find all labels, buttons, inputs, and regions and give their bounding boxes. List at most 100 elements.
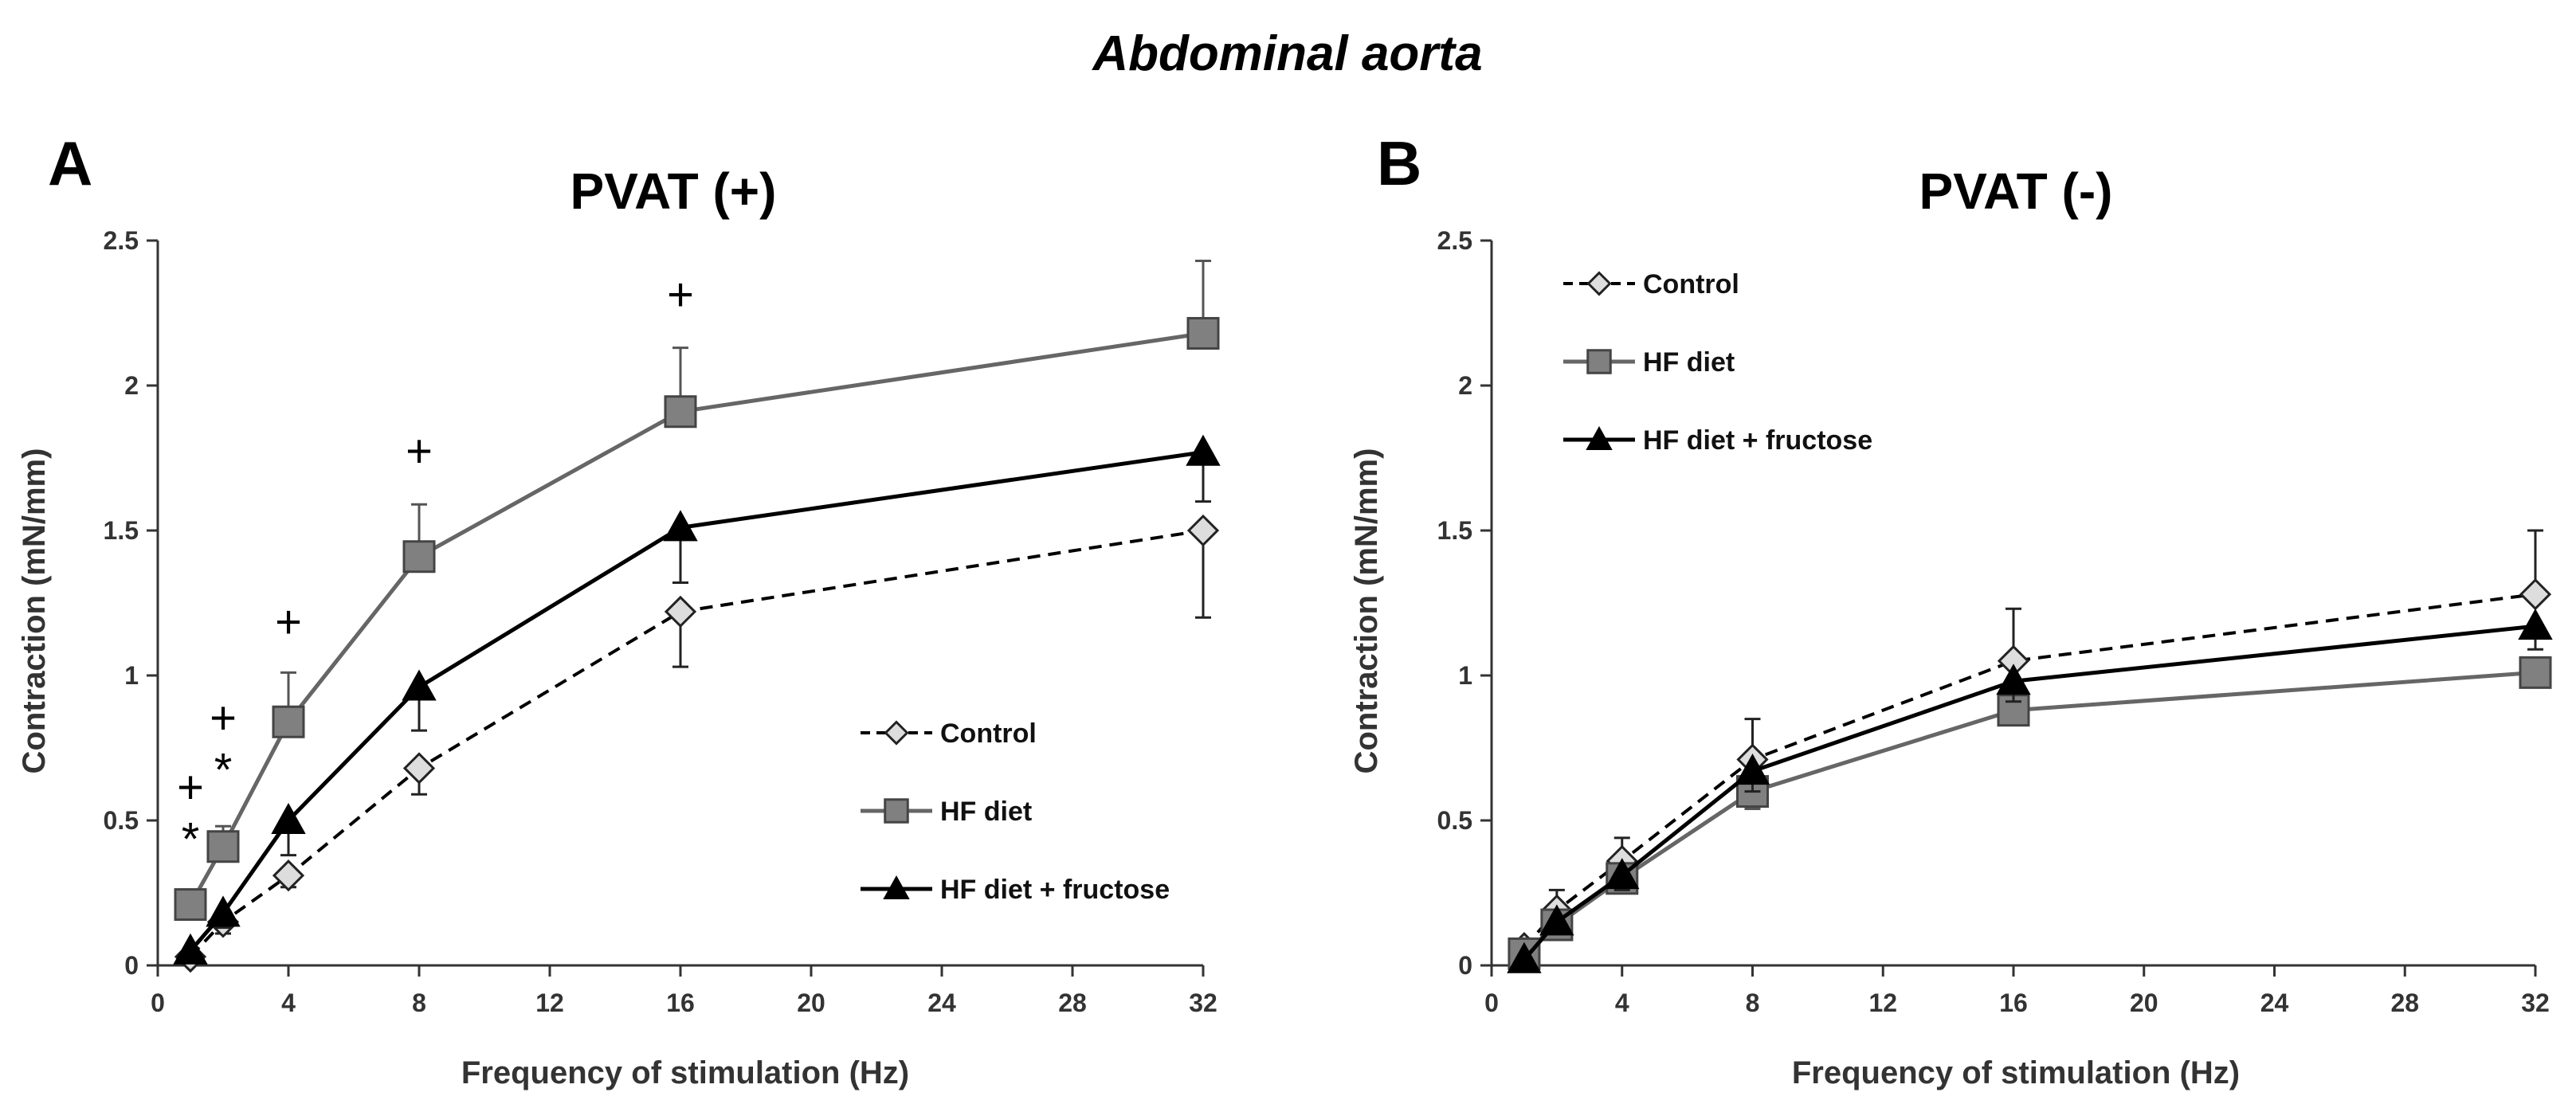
- data-point: [664, 395, 697, 429]
- x-tick-label: 8: [1746, 989, 1760, 1017]
- data-point: [206, 830, 240, 863]
- legend-label: HF diet + fructose: [940, 875, 1170, 905]
- panel-b: B PVAT (-) Frequency of stimulation (Hz)…: [1349, 128, 2553, 1090]
- data-point: [1996, 664, 2031, 695]
- x-tick-label: 12: [535, 989, 564, 1017]
- legend-marker: [1586, 349, 1612, 374]
- x-tick-label: 4: [281, 989, 296, 1017]
- legend-item: HF diet: [1563, 347, 1735, 378]
- legend-marker: [883, 875, 910, 899]
- data-point: [173, 933, 208, 965]
- legend-item: Control: [1563, 269, 1739, 299]
- y-tick-label: 2.5: [104, 226, 139, 255]
- panel-a-letter: A: [48, 128, 92, 198]
- series-line: [1523, 624, 2536, 961]
- x-tick-label: 24: [927, 989, 956, 1017]
- y-tick-label: 0.5: [1437, 806, 1472, 835]
- x-tick-label: 0: [1484, 989, 1499, 1017]
- panel-b-x-axis-label: Frequency of stimulation (Hz): [1792, 1055, 2240, 1090]
- x-tick-label: 8: [412, 989, 426, 1017]
- series-hf-diet-fructose: [1507, 609, 2553, 973]
- significance-plus: +: [406, 425, 433, 477]
- legend-marker: [1586, 425, 1613, 450]
- legend-label: HF diet: [1643, 347, 1735, 378]
- y-tick-label: 1: [1458, 661, 1472, 690]
- data-point: [663, 510, 698, 542]
- data-point: [1735, 754, 1770, 785]
- y-tick-label: 1.5: [104, 516, 139, 545]
- data-point: [1186, 434, 1221, 466]
- x-tick-label: 28: [2390, 989, 2419, 1017]
- panel-b-plot-area: 0 4 8 12 16 20 24 28 32 0 0.5 1 1.5 2 2.5 Control HF die…: [1437, 226, 2553, 1017]
- data-point: [2519, 656, 2552, 689]
- x-tick-label: 16: [666, 989, 695, 1017]
- data-point: [402, 752, 436, 785]
- data-point: [1539, 904, 1574, 936]
- data-point: [1507, 942, 1542, 973]
- series-control: [1508, 529, 2552, 965]
- legend-label: Control: [940, 718, 1037, 749]
- significance-plus: +: [210, 692, 237, 744]
- x-tick-label: 32: [2521, 989, 2550, 1017]
- data-point: [402, 540, 436, 574]
- panel-a-x-axis-label: Frequency of stimulation (Hz): [461, 1055, 909, 1090]
- data-point: [174, 888, 207, 922]
- x-tick-label: 32: [1189, 989, 1217, 1017]
- legend-item: Control: [861, 718, 1037, 749]
- x-tick-label: 16: [1999, 989, 2028, 1017]
- data-point: [664, 595, 697, 628]
- y-tick-label: 2.5: [1437, 226, 1472, 255]
- x-tick-label: 28: [1058, 989, 1087, 1017]
- y-tick-label: 1.5: [1437, 516, 1472, 545]
- data-point: [272, 705, 305, 738]
- legend-marker: [1586, 271, 1612, 296]
- panel-b-y-axis-label: Contraction (mN/mm): [1349, 448, 1384, 774]
- legend-label: HF diet + fructose: [1643, 425, 1872, 456]
- legend-label: Control: [1643, 269, 1739, 299]
- x-tick-label: 20: [797, 989, 825, 1017]
- data-point: [402, 669, 437, 701]
- x-tick-label: 4: [1615, 989, 1629, 1017]
- legend-item: HF diet + fructose: [1563, 425, 1872, 456]
- panel-b-title: PVAT (-): [1919, 162, 2113, 220]
- series-hf-diet: [1508, 656, 2552, 970]
- y-tick-label: 0.5: [104, 806, 139, 835]
- figure-title: Abdominal aorta: [1091, 26, 1482, 81]
- data-point: [1186, 514, 1220, 547]
- legend-item: HF diet + fructose: [861, 875, 1170, 905]
- data-point: [2519, 577, 2552, 611]
- y-tick-label: 0: [1458, 951, 1472, 980]
- panel-a-plot-area: 0 4 8 12 16 20 24 28 32 0 0.5 1 1.5 2 2.5 Control HF die…: [104, 226, 1221, 1017]
- data-point: [1186, 316, 1220, 350]
- panel-a-y-axis-label: Contraction (mN/mm): [17, 448, 52, 774]
- series-line: [1523, 593, 2536, 949]
- x-tick-label: 12: [1868, 989, 1897, 1017]
- significance-plus: +: [275, 597, 302, 648]
- y-tick-label: 0: [124, 951, 139, 980]
- legend-label: HF diet: [940, 797, 1032, 827]
- significance-asterisk: *: [214, 744, 233, 796]
- panel-b-letter: B: [1377, 128, 1421, 198]
- data-point: [271, 802, 306, 834]
- data-point: [206, 895, 241, 927]
- series-hf-diet: [174, 259, 1220, 922]
- legend-marker: [884, 720, 909, 746]
- series-hf-diet-fructose: [173, 434, 1221, 965]
- data-point: [272, 859, 305, 892]
- series-line: [189, 529, 1204, 958]
- significance-plus: +: [667, 268, 694, 320]
- significance-asterisk: *: [182, 814, 200, 866]
- panel-a: A PVAT (+) Frequency of stimulation (Hz)…: [17, 128, 1221, 1090]
- y-tick-label: 1: [124, 661, 139, 690]
- data-point: [1605, 858, 1640, 890]
- y-tick-label: 2: [124, 371, 139, 400]
- x-tick-label: 24: [2260, 989, 2289, 1017]
- data-point: [2518, 609, 2553, 640]
- significance-plus: +: [177, 761, 204, 813]
- x-tick-label: 20: [2130, 989, 2158, 1017]
- y-tick-label: 2: [1458, 371, 1472, 400]
- x-tick-label: 0: [151, 989, 165, 1017]
- legend-item: HF diet: [861, 797, 1032, 827]
- panel-a-title: PVAT (+): [570, 162, 777, 220]
